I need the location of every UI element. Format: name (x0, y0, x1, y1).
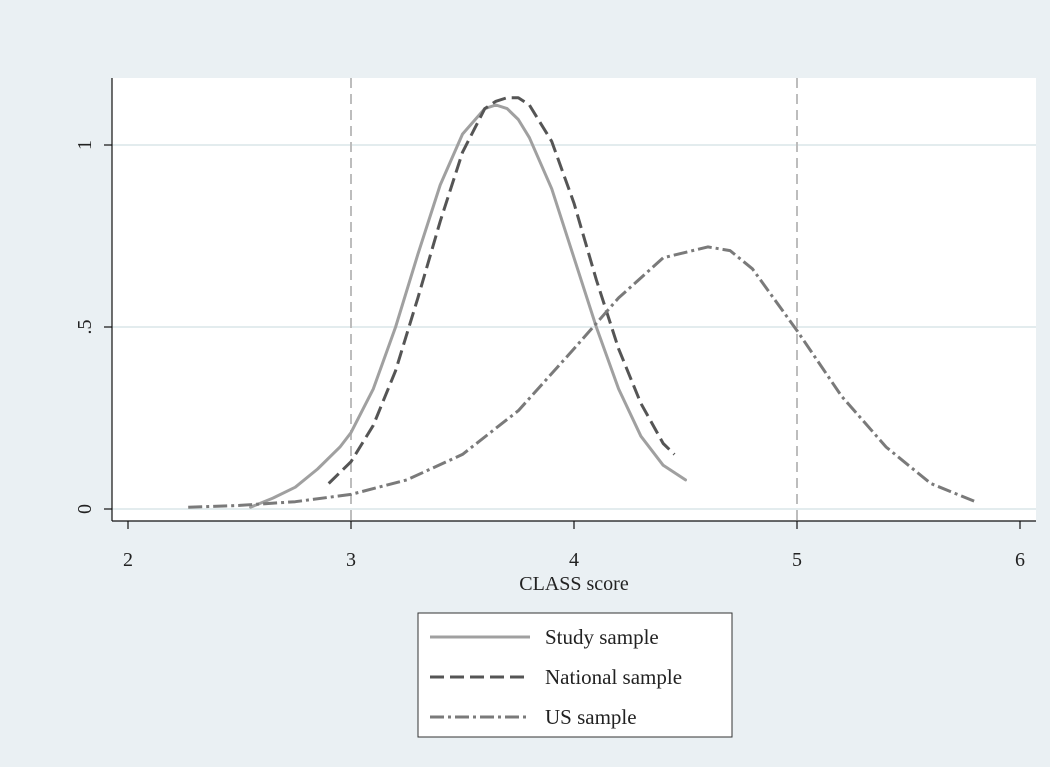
x-tick-label: 5 (792, 549, 802, 571)
reference-lines (350, 78, 798, 521)
legend-box (417, 612, 733, 738)
x-tick-label: 6 (1015, 549, 1025, 571)
legend-label: US sample (545, 705, 637, 729)
series-lines (188, 96, 976, 509)
y-tick-label: 1 (74, 140, 96, 150)
x-tick-label: 4 (569, 549, 579, 571)
axes: 2 3 4 5 6 0 .5 1 (74, 78, 1036, 571)
y-tick-label: .5 (74, 320, 96, 335)
plot-area (112, 78, 1036, 521)
legend: Study sample National sample US sample (417, 612, 733, 738)
legend-label: National sample (545, 665, 682, 689)
series-line-national-sample (327, 96, 676, 485)
series-line-us-sample (188, 245, 976, 509)
legend-label: Study sample (545, 625, 659, 649)
y-tick-label: 0 (74, 504, 96, 514)
gridlines (112, 144, 1036, 510)
x-tick-label: 2 (123, 549, 133, 571)
x-tick-label: 3 (346, 549, 356, 571)
x-axis-title: CLASS score (519, 573, 629, 595)
